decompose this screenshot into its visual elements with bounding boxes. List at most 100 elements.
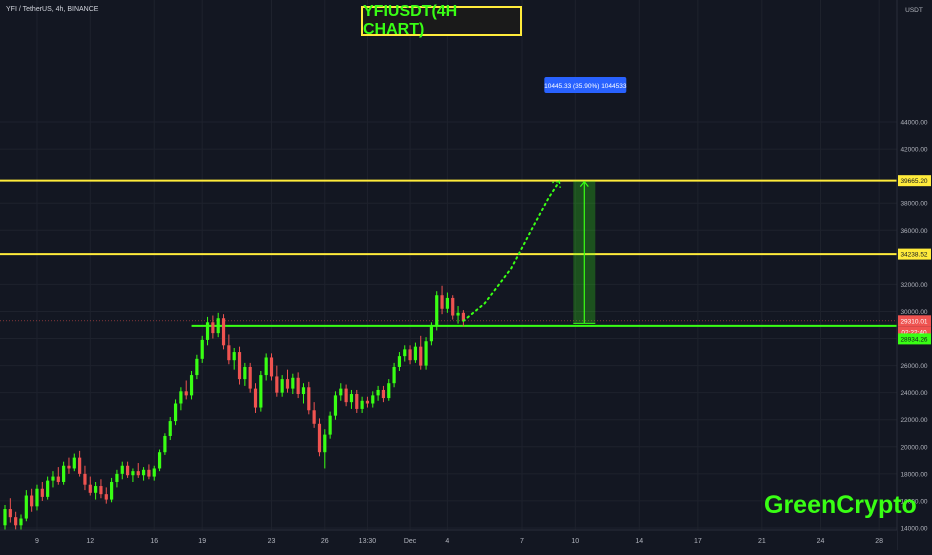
candle-body xyxy=(376,389,380,396)
measure-label-bg xyxy=(544,77,627,93)
candle-body xyxy=(30,495,34,507)
x-tick-label: 9 xyxy=(35,538,39,545)
y-tick-label: 26000.00 xyxy=(900,363,927,370)
x-tick-label: 14 xyxy=(635,538,643,545)
projection-layer xyxy=(462,180,562,322)
y-tick-label: 36000.00 xyxy=(900,228,927,235)
candle-body xyxy=(147,469,151,477)
grid-layer xyxy=(0,0,897,530)
candle-body xyxy=(120,465,124,474)
candle-body xyxy=(200,339,204,359)
candle-body xyxy=(88,484,92,493)
x-tick-label: 16 xyxy=(150,538,158,545)
candle-body xyxy=(8,509,12,518)
candle-body xyxy=(264,357,268,376)
candle-body xyxy=(323,434,327,453)
level-tag-0-bg xyxy=(898,175,931,187)
candle-body xyxy=(205,322,210,340)
candle-body xyxy=(371,395,375,404)
x-tick-label: 17 xyxy=(694,538,702,545)
candle-body xyxy=(424,341,428,366)
x-tick-label: 10 xyxy=(571,538,579,545)
candle-body xyxy=(237,352,242,380)
candle-body xyxy=(168,421,172,436)
candle-body xyxy=(195,358,199,376)
watermark-text: GreenCrypto xyxy=(764,491,917,519)
candle-body xyxy=(440,295,444,309)
candles-layer xyxy=(3,285,465,533)
y-tick-label: 20000.00 xyxy=(900,444,927,451)
candle-body xyxy=(46,480,50,497)
candle-body xyxy=(184,391,188,396)
candle-body xyxy=(387,383,391,399)
candle-body xyxy=(179,391,183,404)
candle-body xyxy=(333,395,338,416)
candle-body xyxy=(349,394,354,403)
candle-body xyxy=(403,349,407,357)
x-tick-label: 4 xyxy=(445,538,449,545)
x-tick-label: 19 xyxy=(198,538,206,545)
candle-body xyxy=(365,400,370,404)
x-tick-label: Dec xyxy=(404,538,417,545)
candle-body xyxy=(312,410,316,424)
candle-body xyxy=(259,375,263,408)
candle-body xyxy=(51,476,55,481)
candle-body xyxy=(72,457,76,469)
candle-body xyxy=(456,312,460,316)
candle-body xyxy=(408,349,412,361)
x-tick-label: 26 xyxy=(321,538,329,545)
x-tick-label: 21 xyxy=(758,538,766,545)
candle-body xyxy=(397,356,402,367)
candle-body xyxy=(152,468,156,477)
countdown-tag-bg xyxy=(898,326,931,338)
y-tick-label: 24000.00 xyxy=(900,390,927,397)
symbol-info[interactable]: YFI / TetherUS, 4h, BINANCE xyxy=(6,6,99,13)
y-tick-label: 32000.00 xyxy=(900,282,927,289)
candle-body xyxy=(14,517,18,526)
candle-body xyxy=(227,345,231,361)
candle-body xyxy=(392,366,396,384)
candle-body xyxy=(104,494,108,500)
candle-body xyxy=(35,488,39,507)
candle-body xyxy=(157,452,162,469)
candle-body xyxy=(296,377,300,395)
candle-body xyxy=(40,488,44,497)
measure-tool-layer: 10445.33 (35.90%) 1044533 xyxy=(544,77,627,324)
candle-body xyxy=(301,387,306,395)
candle-body xyxy=(445,297,449,309)
y-tick-label: 30000.00 xyxy=(900,309,927,316)
candle-body xyxy=(83,473,87,485)
candle-body xyxy=(285,379,290,389)
candle-body xyxy=(94,486,98,493)
candle-body xyxy=(131,471,135,476)
candle-body xyxy=(163,435,167,453)
time-axis: 9 12 16 19 23 26 13:30 Dec 4 7 10 14 17 21 24 28 xyxy=(0,529,897,550)
candle-body xyxy=(317,423,322,453)
candle-body xyxy=(355,394,359,409)
candle-body xyxy=(3,509,7,526)
price-axis-bg xyxy=(897,0,932,550)
candle-body xyxy=(125,465,130,476)
x-tick-label: 24 xyxy=(817,538,825,545)
countdown-tag: 02:22:40 xyxy=(901,329,927,336)
support-tag-bg xyxy=(898,333,931,345)
y-tick-label: 42000.00 xyxy=(900,147,927,154)
candle-body xyxy=(419,346,423,366)
last-price-tag: 29310.01 xyxy=(900,318,927,325)
x-tick-label: 12 xyxy=(86,538,94,545)
candle-body xyxy=(115,473,119,482)
candle-body xyxy=(451,297,455,316)
candle-body xyxy=(291,377,295,389)
candle-body xyxy=(221,318,226,346)
candle-body xyxy=(141,469,146,476)
candle-body xyxy=(253,388,258,408)
candle-body xyxy=(67,465,71,469)
level-tag-0: 39665.20 xyxy=(900,178,927,185)
candle-body xyxy=(429,326,433,342)
candle-body xyxy=(189,375,194,396)
y-tick-label: 16000.00 xyxy=(900,498,927,505)
candle-body xyxy=(360,400,364,409)
candle-body xyxy=(110,481,114,500)
x-tick-label: 7 xyxy=(520,538,524,545)
